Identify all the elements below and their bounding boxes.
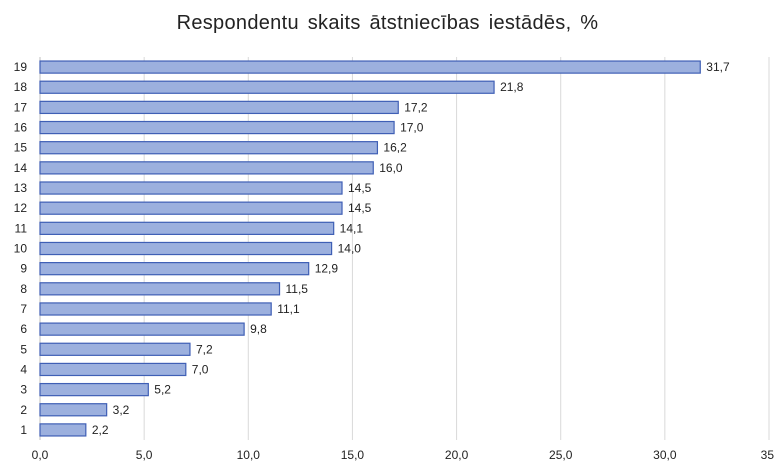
- bar-10: [39, 241, 333, 256]
- y-tick-label: 5: [20, 342, 27, 356]
- y-tick-label: 2: [20, 403, 27, 417]
- bar-8: [39, 282, 281, 296]
- data-label-18: 21,8: [500, 80, 524, 94]
- y-tick-label: 17: [14, 100, 28, 114]
- x-tick-label: 20,0: [445, 448, 469, 462]
- bar-18: [39, 80, 495, 94]
- y-tick-label: 18: [14, 80, 28, 94]
- data-label-13: 14,5: [348, 181, 372, 195]
- y-tick-label: 11: [15, 221, 28, 235]
- data-label-1: 2,2: [92, 423, 109, 437]
- bar-17: [39, 100, 399, 115]
- data-label-19: 31,7: [706, 60, 730, 74]
- bars: [39, 60, 701, 437]
- x-tick-label: 25,0: [549, 448, 573, 462]
- data-label-2: 3,2: [113, 403, 130, 417]
- data-label-11: 14,1: [340, 221, 364, 235]
- data-label-12: 14,5: [348, 201, 372, 215]
- bar-2: [39, 403, 108, 417]
- y-tick-label: 6: [20, 322, 27, 336]
- data-label-10: 14,0: [338, 242, 362, 256]
- y-tick-label: 19: [14, 60, 28, 74]
- bar-14: [39, 161, 374, 175]
- x-tick-label: 15,0: [341, 448, 365, 462]
- data-label-3: 5,2: [154, 383, 171, 397]
- bar-7: [39, 302, 272, 316]
- data-labels: 2,2 3,2 5,2 7,0 7,2 9,8 11,1 11,5 12,9 14,0 14,1 14…: [92, 60, 730, 437]
- y-tick-label: 8: [20, 282, 27, 296]
- y-tick-label: 12: [14, 201, 28, 215]
- y-tick-label: 16: [14, 121, 28, 135]
- y-tick-label: 15: [14, 141, 28, 155]
- x-tick-label: 0,0: [32, 448, 49, 462]
- y-tick-label: 7: [20, 302, 27, 316]
- x-tick-label: 30,0: [653, 448, 677, 462]
- bar-4: [39, 362, 187, 377]
- data-label-16: 17,0: [400, 121, 424, 135]
- bar-6: [39, 322, 245, 336]
- x-tick-label: 10,0: [237, 448, 261, 462]
- bar-12: [39, 201, 343, 215]
- y-tick-label: 3: [20, 383, 27, 397]
- bar-5: [39, 342, 191, 356]
- x-tick-label: 35,: [761, 448, 775, 462]
- bar-11: [39, 221, 335, 235]
- data-label-17: 17,2: [404, 100, 428, 114]
- bar-3: [39, 382, 149, 397]
- y-tick-label: 14: [14, 161, 28, 175]
- bar-15: [39, 141, 379, 155]
- bar-16: [39, 120, 395, 135]
- data-label-4: 7,0: [192, 362, 209, 376]
- y-tick-label: 9: [20, 262, 27, 276]
- bar-19: [39, 60, 701, 74]
- y-tick-label: 4: [20, 362, 27, 376]
- data-label-14: 16,0: [379, 161, 403, 175]
- bar-13: [39, 181, 343, 195]
- data-label-8: 11,5: [286, 282, 309, 296]
- data-label-5: 7,2: [196, 342, 213, 356]
- bar-1: [39, 423, 87, 437]
- data-label-7: 11,1: [277, 302, 300, 316]
- bar-9: [39, 262, 310, 276]
- x-tick-label: 5,0: [136, 448, 153, 462]
- y-tick-label: 1: [20, 423, 27, 437]
- data-label-15: 16,2: [383, 141, 407, 155]
- chart-title: Respondentu skaits ātstniecības iestādēs…: [176, 12, 599, 34]
- y-tick-label: 13: [14, 181, 28, 195]
- y-tick-label: 10: [14, 242, 28, 256]
- data-label-9: 12,9: [315, 262, 339, 276]
- data-label-6: 9,8: [250, 322, 267, 336]
- x-tick-labels: 0,0 5,0 10,0 15,0 20,0 25,0 30,0 35,: [32, 448, 775, 462]
